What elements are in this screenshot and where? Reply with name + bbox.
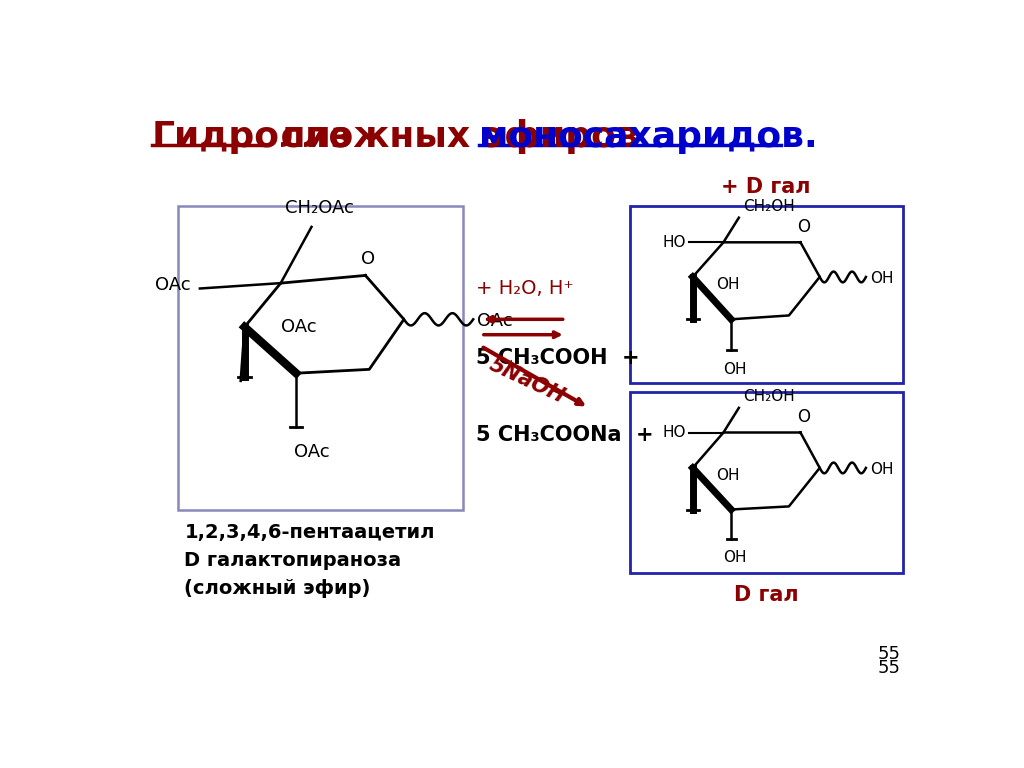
Text: 1,2,3,4,6-пентаацетил
D галактопираноза
(сложный эфир): 1,2,3,4,6-пентаацетил D галактопираноза … [184,523,435,598]
Text: CH₂OH: CH₂OH [742,389,795,404]
Bar [178,206,463,510]
Text: O: O [361,250,376,268]
Text: O: O [797,218,810,236]
Text: + D гал: + D гал [722,177,811,197]
Text: O: O [797,409,810,426]
Bar [630,206,903,383]
Text: OH: OH [716,277,739,292]
Text: OH: OH [869,462,893,477]
Text: 5 CH₃COOH  +: 5 CH₃COOH + [475,348,639,368]
Text: + H₂O, H⁺: + H₂O, H⁺ [475,279,573,298]
Text: OAc: OAc [294,442,330,461]
Text: OH: OH [716,468,739,483]
Text: OH: OH [869,271,893,286]
Text: OAc: OAc [155,276,190,293]
Text: моносахаридов.: моносахаридов. [478,120,817,154]
Text: D гал: D гал [734,585,799,605]
Text: Гидролиз: Гидролиз [153,120,353,154]
Bar [630,392,903,574]
Text: HO: HO [663,425,686,440]
Text: OH: OH [723,362,746,376]
Text: OH: OH [723,551,746,565]
Text: CH₂OH: CH₂OH [742,199,795,214]
Text: 55: 55 [878,645,900,664]
Text: HO: HO [663,235,686,250]
Text: OAc: OAc [477,312,513,329]
Text: 55: 55 [878,659,900,677]
Text: сложных эфиров: сложных эфиров [267,119,651,154]
Text: 5NaOH: 5NaOH [486,355,568,407]
Text: CH₂OAc: CH₂OAc [285,199,353,217]
Text: 5 CH₃COONa  +: 5 CH₃COONa + [475,425,653,445]
Text: OAc: OAc [281,318,316,336]
